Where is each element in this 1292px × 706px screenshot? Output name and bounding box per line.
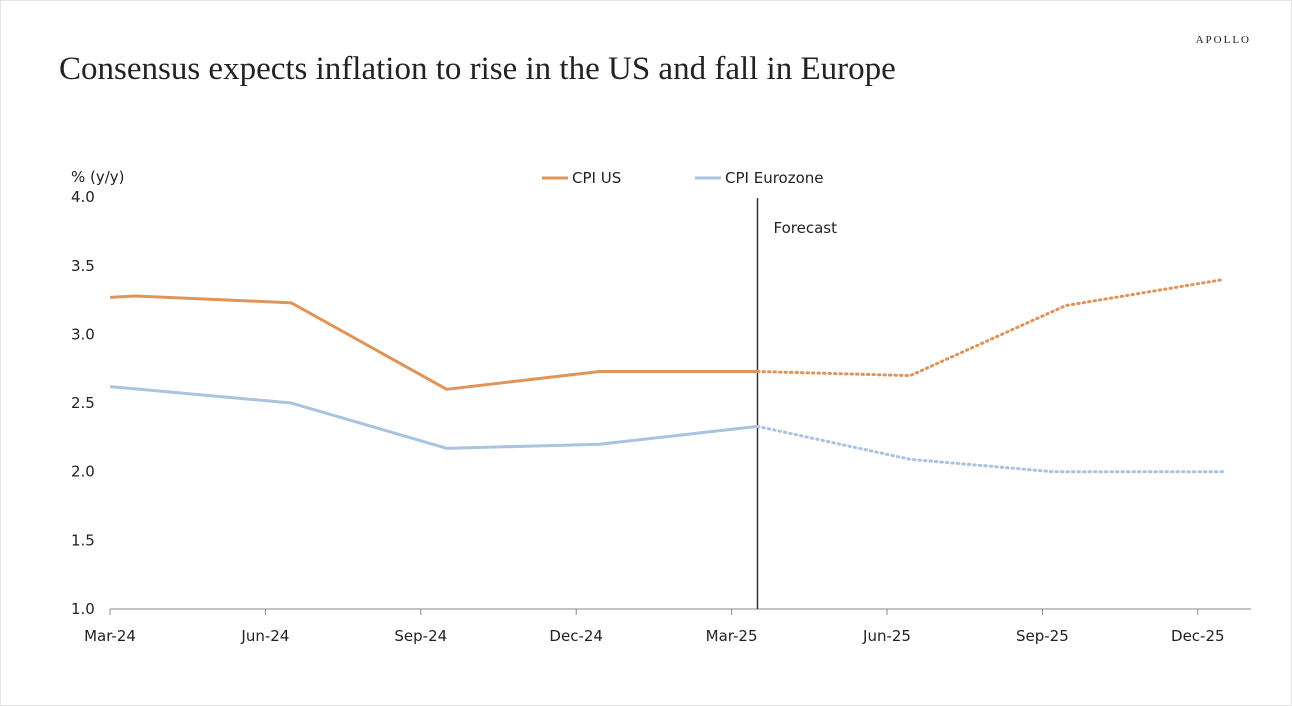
y-tick-label: 3.5 bbox=[71, 257, 95, 275]
x-tick-label: Dec-24 bbox=[549, 627, 603, 645]
x-tick-label: Sep-24 bbox=[394, 627, 447, 645]
x-tick-label: Dec-25 bbox=[1171, 627, 1225, 645]
x-tick-label: Mar-24 bbox=[84, 627, 136, 645]
series-line-cpi-us bbox=[109, 294, 758, 391]
forecast-line-cpi-us bbox=[756, 277, 1226, 378]
y-tick-label: 2.5 bbox=[71, 394, 95, 412]
x-tick-label: Mar-25 bbox=[706, 627, 758, 645]
series-line-cpi-eurozone bbox=[109, 385, 758, 450]
y-tick-label: 2.0 bbox=[71, 463, 95, 481]
x-tick-label: Jun-24 bbox=[240, 627, 289, 645]
y-axis-label: % (y/y) bbox=[71, 168, 125, 186]
brand-logo: APOLLO bbox=[1195, 34, 1251, 46]
y-tick-label: 3.0 bbox=[71, 325, 95, 343]
x-tick-label: Jun-25 bbox=[862, 627, 911, 645]
y-tick-label: 4.0 bbox=[71, 188, 95, 206]
forecast-line-cpi-eurozone bbox=[756, 424, 1226, 474]
forecast-label: Forecast bbox=[774, 219, 838, 237]
x-tick-label: Sep-25 bbox=[1016, 627, 1069, 645]
legend-label: CPI Eurozone bbox=[725, 169, 824, 187]
legend-label: CPI US bbox=[572, 169, 621, 187]
chart-title: Consensus expects inflation to rise in t… bbox=[59, 51, 896, 87]
y-tick-label: 1.0 bbox=[71, 600, 95, 618]
y-tick-label: 1.5 bbox=[71, 531, 95, 549]
